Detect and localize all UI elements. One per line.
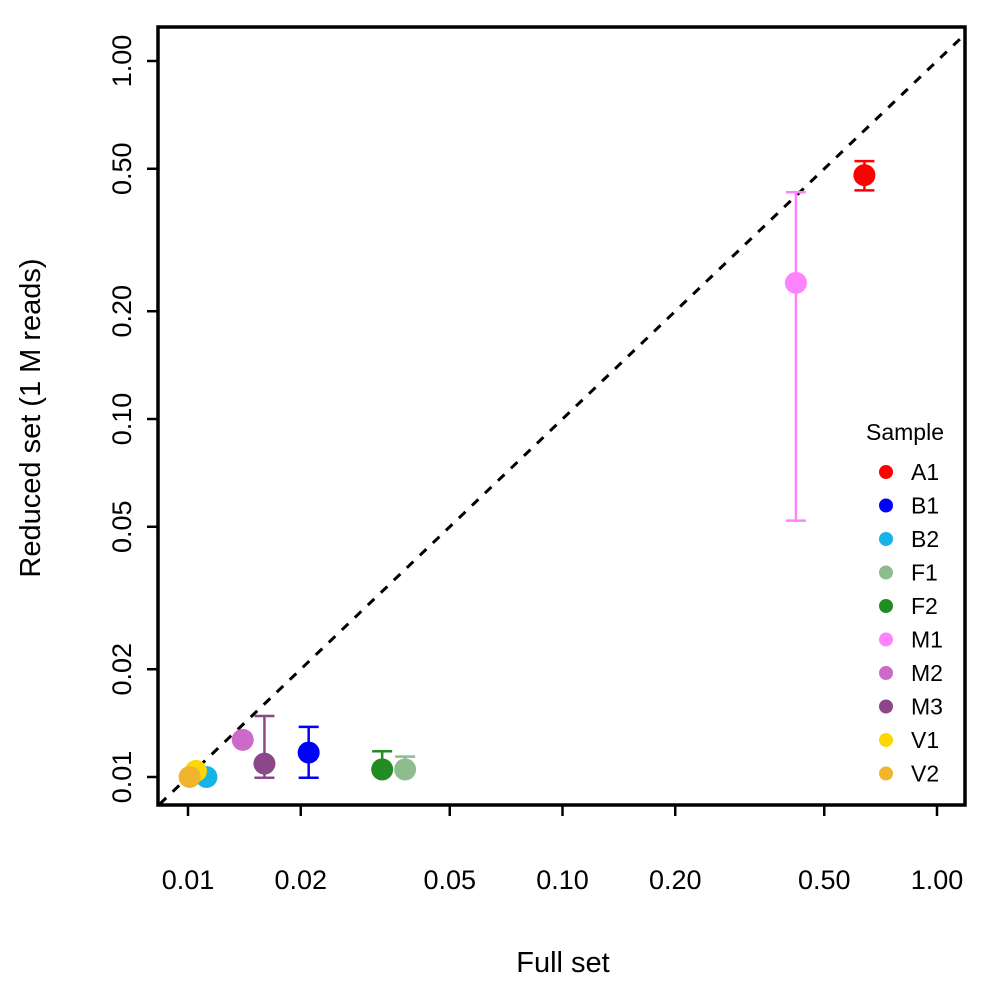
legend-label-m2: M2	[911, 660, 943, 686]
y-tick-label: 1.00	[107, 35, 137, 88]
legend-marker-f1	[879, 565, 893, 580]
error-bar-m1	[785, 190, 806, 522]
error-bars	[254, 159, 875, 780]
legend-marker-b1	[879, 498, 893, 513]
plot-frame	[156, 25, 967, 807]
x-axis-title: Full set	[516, 947, 609, 979]
legend-marker-m2	[879, 666, 893, 680]
identity-line	[158, 36, 963, 806]
point-b1	[297, 741, 320, 764]
legend-label-f1: F1	[911, 560, 938, 586]
x-tick-label: 0.01	[162, 865, 215, 895]
legend-label-b2: B2	[911, 526, 939, 552]
legend: Sample A1 B1 B2 F1 F2 M1 M2 M3 V1 V2	[866, 419, 944, 787]
point-m1	[784, 271, 807, 294]
y-tick-label: 0.02	[107, 643, 137, 696]
legend-marker-v1	[879, 733, 893, 747]
legend-label-f2: F2	[911, 593, 938, 619]
point-v2	[178, 766, 201, 788]
y-tick-label: 0.20	[107, 285, 137, 338]
legend-label-a1: A1	[911, 459, 939, 485]
data-points	[178, 164, 876, 788]
legend-marker-m3	[879, 699, 893, 714]
legend-marker-a1	[879, 465, 893, 479]
y-tick-label: 0.50	[107, 142, 137, 195]
point-m2	[231, 728, 254, 751]
y-axis-title: Reduced set (1 M reads)	[15, 258, 47, 577]
legend-title: Sample	[866, 419, 944, 445]
point-f2	[371, 758, 394, 781]
y-tick-label: 0.01	[107, 751, 137, 804]
legend-label-v2: V2	[911, 761, 939, 787]
x-tick-label: 0.20	[649, 865, 702, 895]
legend-label-m3: M3	[911, 694, 943, 720]
x-tick-label: 0.50	[798, 865, 851, 895]
legend-label-m1: M1	[911, 627, 943, 653]
x-tick-label: 0.10	[536, 865, 589, 895]
legend-label-b1: B1	[911, 493, 939, 519]
y-tick-label: 0.10	[107, 393, 137, 446]
x-axis: 0.01 0.02 0.05 0.10 0.20 0.50 1.00	[162, 803, 964, 895]
x-tick-label: 0.05	[423, 865, 476, 895]
point-m3	[253, 752, 276, 775]
x-tick-label: 0.02	[274, 865, 327, 895]
legend-marker-b2	[879, 532, 893, 546]
y-tick-label: 0.05	[107, 500, 137, 553]
point-f1	[394, 758, 417, 781]
legend-marker-m1	[879, 632, 893, 647]
reference-layer	[158, 36, 963, 806]
point-a1	[853, 164, 876, 187]
y-axis: 0.01 0.02 0.05 0.10 0.20 0.50 1.00	[107, 35, 160, 804]
legend-marker-v2	[879, 766, 893, 781]
legend-marker-f2	[879, 599, 893, 613]
x-tick-label: 1.00	[911, 865, 964, 895]
legend-label-v1: V1	[911, 727, 939, 753]
